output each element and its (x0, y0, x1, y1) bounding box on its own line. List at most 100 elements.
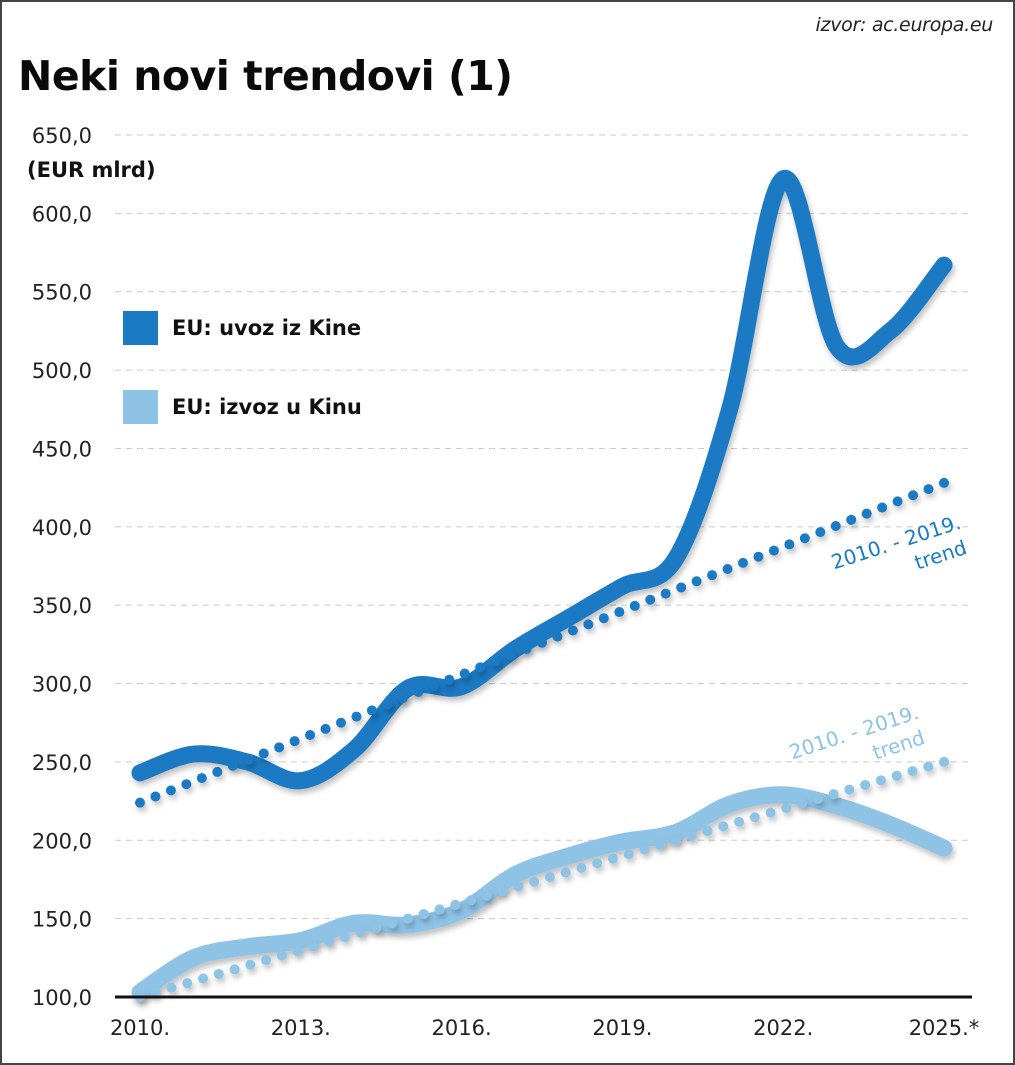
trend-dot (799, 533, 810, 544)
x-tick-label: 2019. (592, 1016, 652, 1040)
trend-dot (497, 885, 508, 896)
trend-dot (320, 723, 331, 734)
trend-dot (261, 955, 272, 966)
trend-dot (718, 821, 729, 832)
trend-dot (229, 964, 240, 975)
trend-dot (444, 674, 455, 685)
trend-dot (289, 736, 300, 747)
y-tick-label: 250,0 (32, 751, 92, 775)
trend-dot (418, 909, 429, 920)
legend-item-exports: EU: izvoz u Kinu (123, 390, 362, 424)
x-tick-label: 2016. (432, 1016, 492, 1040)
trend-dot (923, 761, 934, 772)
trend-dot (702, 826, 713, 837)
y-tick-label: 450,0 (32, 437, 92, 461)
trend-dot (812, 793, 823, 804)
trend-dot (366, 705, 377, 716)
trend-dot (382, 699, 393, 710)
legend-label-exports: EU: izvoz u Kinu (172, 395, 362, 419)
trend-dot (907, 766, 918, 777)
x-tick-label: 2025.* (909, 1016, 980, 1040)
trend-dot (722, 564, 733, 575)
trend-dot (828, 789, 839, 800)
trend-dot (576, 862, 587, 873)
y-tick-label: 200,0 (32, 829, 92, 853)
legend-swatch-imports (123, 311, 158, 345)
trend-dot (691, 576, 702, 587)
trend-dot (227, 760, 238, 771)
x-tick-label: 2013. (271, 1016, 331, 1040)
trend-dot (150, 987, 161, 998)
trend-dot (623, 849, 634, 860)
series-line-exports (131, 786, 953, 1001)
trend-line-exports (135, 756, 949, 1002)
trend-dot (671, 835, 681, 846)
series-lines (131, 170, 953, 1002)
trend-dot (308, 941, 319, 952)
trend-dot (434, 904, 445, 915)
trend-dot (371, 922, 382, 933)
x-tick-label: 2010. (110, 1016, 170, 1040)
y-tick-label: 350,0 (32, 594, 92, 618)
trend-dot (397, 693, 408, 704)
trend-dot (939, 477, 949, 488)
trend-dot (846, 514, 857, 525)
trend-dot (475, 662, 486, 673)
y-axis-unit-label: (EUR mlrd) (27, 158, 156, 182)
legend-item-imports: EU: uvoz iz Kine (123, 311, 361, 345)
trend-dot (336, 717, 346, 728)
trend-dot (166, 982, 177, 993)
trend-dot (450, 899, 461, 910)
trend-dot (212, 766, 223, 777)
trend-dot (734, 816, 745, 827)
y-tick-label: 400,0 (32, 516, 92, 540)
trend-dot (490, 656, 501, 667)
trend-dot (150, 791, 161, 802)
trend-dot (875, 775, 886, 786)
trend-dot (339, 932, 350, 943)
trend-dot (274, 742, 285, 753)
trend-dot (135, 797, 145, 808)
x-axis-ticks: 2010. 2013. 2016. 2019. 2022. 2025.* (110, 1016, 979, 1040)
exports-trend-annotation: 2010. - 2019.trend (786, 700, 927, 765)
trend-dot (198, 973, 209, 984)
trend-dot (629, 600, 640, 611)
legend-swatch-exports (123, 390, 158, 424)
trend-dot (614, 607, 625, 618)
trend-dot (830, 520, 841, 531)
trend-dot (923, 484, 934, 495)
trend-dot (537, 637, 547, 648)
trend-dot (387, 918, 398, 929)
trend-line-imports (135, 477, 949, 808)
trend-dot (567, 625, 578, 636)
y-tick-label: 100,0 (32, 986, 92, 1010)
trend-dot (506, 650, 517, 661)
trend-dot (738, 557, 748, 568)
series-line-imports (131, 170, 953, 790)
trend-dot (686, 830, 697, 841)
trend-dot (707, 570, 718, 581)
trend-dot (292, 945, 303, 956)
legend-label-imports: EU: uvoz iz Kine (172, 316, 362, 340)
trend-dot (892, 496, 903, 507)
trend-dot (781, 803, 792, 814)
trend-dot (552, 631, 563, 642)
trend-dot (324, 936, 335, 947)
y-tick-label: 650,0 (32, 124, 92, 148)
trend-dot (521, 643, 532, 654)
x-tick-label: 2022. (753, 1016, 813, 1040)
trend-dot (877, 502, 888, 513)
trend-dot (182, 978, 193, 989)
trend-dot (784, 539, 795, 550)
trend-dot (939, 756, 949, 767)
chart-title: Neki novi trendovi (1) (18, 52, 513, 100)
trend-dot (459, 668, 470, 679)
trend-dot (276, 950, 287, 961)
trend-dot (181, 779, 192, 790)
y-tick-label: 150,0 (32, 908, 92, 932)
trend-dot (753, 551, 764, 562)
y-tick-label: 500,0 (32, 359, 92, 383)
trend-dot (403, 913, 413, 924)
trend-dot (768, 545, 779, 556)
